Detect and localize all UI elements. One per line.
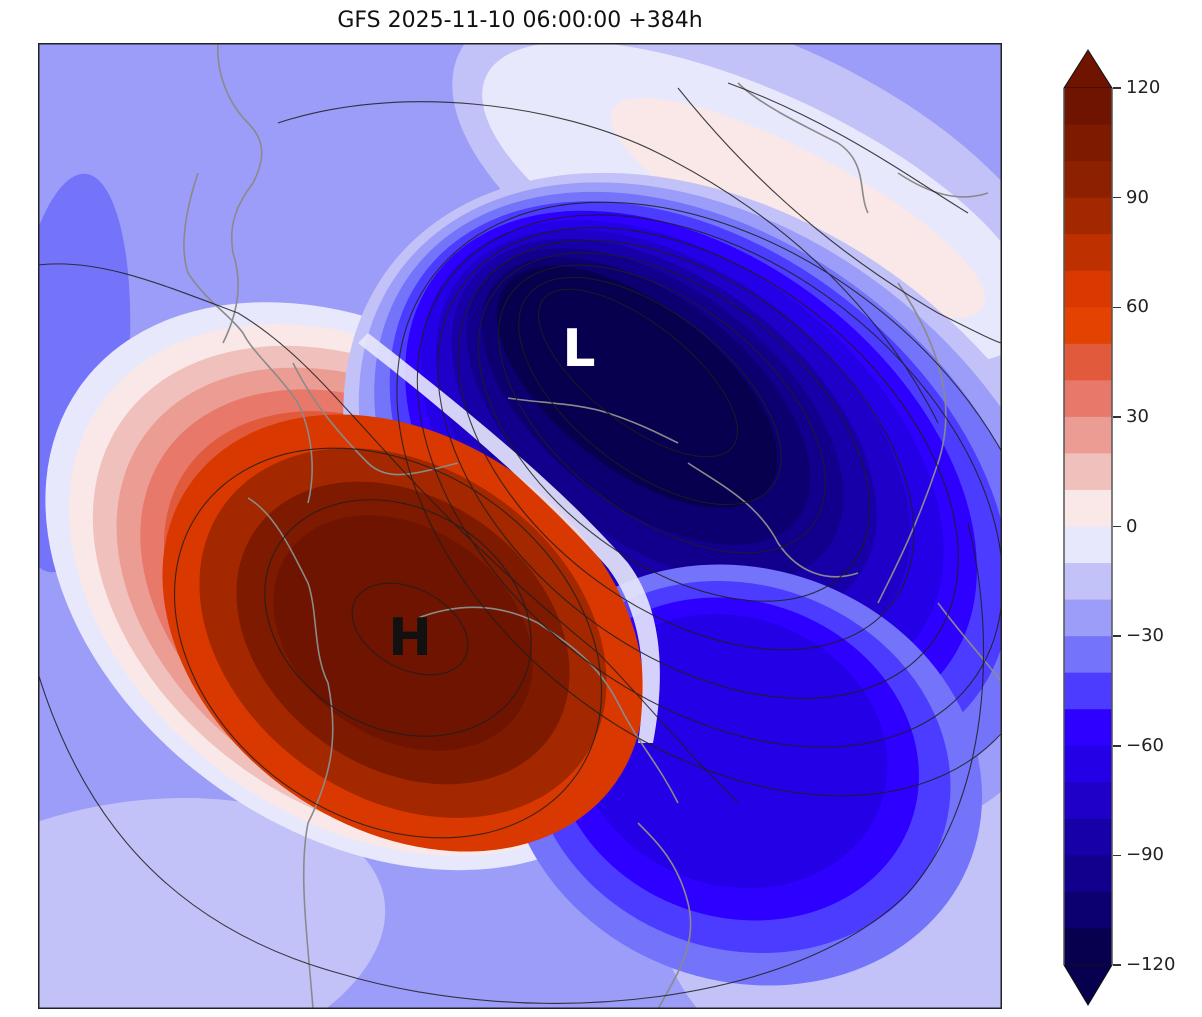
colorbar-tick-mark [1113, 525, 1121, 528]
colorbar-level [1064, 453, 1112, 491]
colorbar-level [1064, 124, 1112, 162]
colorbar-level [1064, 672, 1112, 710]
height-contour [38, 522, 985, 1004]
colorbar-level [1064, 891, 1112, 930]
coastlines [183, 43, 1002, 1009]
height-contour [173, 447, 603, 839]
colorbar-tick-mark [1113, 87, 1121, 89]
band [610, 98, 986, 318]
coastline [877, 282, 947, 604]
anomaly-map: H L [38, 43, 1002, 1009]
colorbar-level [1064, 343, 1112, 381]
height-contour [351, 582, 469, 676]
negative-anomaly-band [496, 266, 778, 508]
colorbar-level [1064, 855, 1112, 893]
coastline [247, 497, 334, 1009]
low-pressure-label: L [562, 319, 595, 379]
colorbar-tick-mark [1113, 306, 1121, 308]
colorbar-tick-label: 90 [1126, 186, 1149, 208]
height-contour [396, 201, 1002, 797]
map-frame [38, 43, 1002, 1009]
colorbar-tick-mark [1113, 964, 1121, 966]
colorbar-extend-min [1063, 964, 1113, 1006]
colorbar-tick-label: 60 [1126, 296, 1149, 318]
height-contour [518, 276, 782, 506]
coastline [292, 362, 459, 476]
height-contour [457, 239, 915, 651]
chart-title: GFS 2025-11-10 06:00:00 +384h [337, 8, 703, 33]
colorbar [1063, 49, 1113, 1006]
colorbar-tick-mark [1113, 416, 1121, 418]
positive-anomaly-band [273, 515, 533, 751]
coastline [637, 822, 692, 1009]
colorbar-level [1064, 270, 1112, 308]
height-contour [38, 263, 739, 804]
map-panel: H L [38, 43, 1002, 1009]
high-pressure-label: H [388, 608, 432, 668]
colorbar-level [1064, 745, 1112, 783]
colorbar-tick-label: 0 [1126, 515, 1138, 537]
colorbar-level [1064, 489, 1112, 528]
height-contour [277, 101, 939, 424]
colorbar-tick-label: −60 [1126, 734, 1164, 756]
colorbar-level [1064, 636, 1112, 674]
colorbar-level [1064, 234, 1112, 272]
coastline [417, 606, 679, 804]
colorbar-level [1064, 416, 1112, 455]
colorbar-level [1064, 782, 1112, 820]
coastline [687, 462, 859, 578]
colorbar-level [1064, 709, 1112, 747]
height-contour [538, 288, 738, 458]
band [38, 797, 386, 1009]
colorbar-level [1064, 380, 1112, 418]
coastline [217, 43, 263, 344]
colorbar-tick-label: −30 [1126, 625, 1164, 647]
colorbar-level [1064, 928, 1112, 966]
colorbar-tick-mark [1113, 745, 1121, 747]
colorbar-level [1064, 599, 1112, 637]
coastline [737, 82, 869, 214]
height-contour [477, 252, 871, 602]
colorbar-level [1064, 818, 1112, 856]
colorbar-level [1064, 307, 1112, 345]
coastline [183, 172, 313, 504]
colorbar-tick-label: 30 [1126, 405, 1149, 427]
colorbar-level [1064, 88, 1112, 126]
zero-line-band [358, 333, 660, 743]
colorbar-extend-max [1063, 49, 1113, 89]
colorbar-tick-label: 120 [1126, 77, 1161, 98]
colorbar-level [1064, 197, 1112, 235]
height-contour [437, 227, 959, 699]
colorbar-tick-mark [1113, 854, 1121, 857]
height-contour [498, 264, 826, 554]
height-contour [416, 214, 1002, 748]
filled-contour-bands [38, 43, 1002, 1009]
colorbar-tick-mark [1113, 635, 1121, 637]
colorbar-tick-mark [1113, 196, 1121, 199]
coastline [897, 172, 989, 198]
contour-lines [38, 82, 1002, 1004]
colorbar-level [1064, 526, 1112, 564]
colorbar-tick-label: −120 [1126, 954, 1176, 975]
colorbar-level [1064, 161, 1112, 199]
colorbar-level [1064, 563, 1112, 601]
colorbar-tick-label: −90 [1126, 844, 1164, 866]
height-contour [727, 82, 969, 214]
height-contour [677, 87, 1002, 344]
